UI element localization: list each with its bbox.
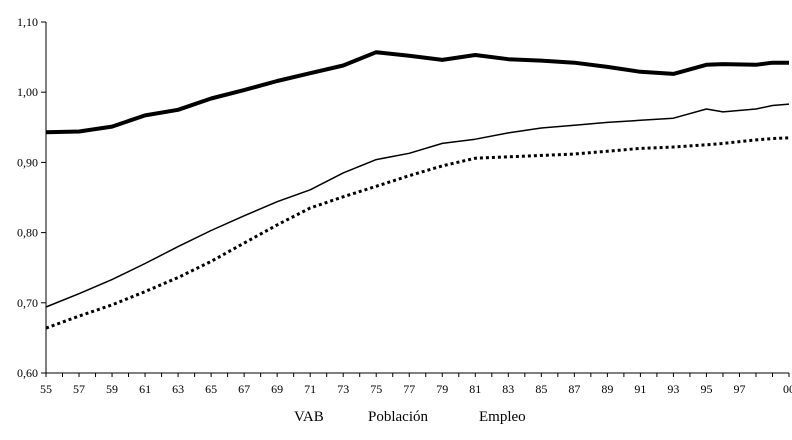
- x-tick-label: 69: [271, 382, 283, 396]
- legend-item-empleo: Empleo: [479, 409, 526, 425]
- x-tick-label: 81: [469, 382, 481, 396]
- series-line-poblacion: [45, 103, 790, 308]
- x-tick-label: 97: [733, 382, 745, 396]
- x-tick-label: 93: [667, 382, 679, 396]
- x-tick-label: 71: [304, 382, 316, 396]
- x-tick-label: 85: [535, 382, 547, 396]
- x-tick-label: 67: [238, 382, 250, 396]
- x-tick-label: 87: [568, 382, 580, 396]
- x-tick-label: 91: [634, 382, 646, 396]
- y-tick-label: 0,80: [17, 226, 38, 240]
- series-line-empleo: [45, 136, 790, 330]
- x-tick-label: 95: [700, 382, 712, 396]
- x-tick-label: 59: [106, 382, 118, 396]
- x-tick-label: 57: [73, 382, 85, 396]
- x-axis-labels: 55 57 59 61 63 65 67 69 71 73 75 77 79 81 83 85 87 89 91 93…: [40, 382, 792, 396]
- x-tick-label: 61: [139, 382, 151, 396]
- series-line-vab: [45, 50, 789, 135]
- x-tick-label: 89: [601, 382, 613, 396]
- x-tick-label: 77: [403, 382, 415, 396]
- chart-legend: VAB Población Empleo: [294, 409, 526, 425]
- x-tick-label: 83: [502, 382, 514, 396]
- x-tick-label: 00: [783, 382, 792, 396]
- y-tick-label: 0,90: [17, 155, 38, 169]
- x-tick-label: 65: [205, 382, 217, 396]
- x-tick-label: 63: [172, 382, 184, 396]
- x-tick-label: 55: [40, 382, 52, 396]
- y-tick-label: 0,70: [17, 296, 38, 310]
- x-tick-label: 73: [337, 382, 349, 396]
- y-tick-label: 0,60: [17, 366, 38, 380]
- x-tick-label: 75: [370, 382, 382, 396]
- legend-item-vab: VAB: [294, 409, 324, 425]
- y-axis-labels: 0,60 0,70 0,80 0,90 1,00 1,10: [17, 15, 38, 380]
- y-tick-label: 1,10: [17, 15, 38, 29]
- x-tick-label: 79: [436, 382, 448, 396]
- legend-item-poblacion: Población: [368, 409, 428, 425]
- chart-axes: [41, 21, 790, 377]
- y-tick-label: 1,00: [17, 85, 38, 99]
- chart-series: [45, 50, 790, 330]
